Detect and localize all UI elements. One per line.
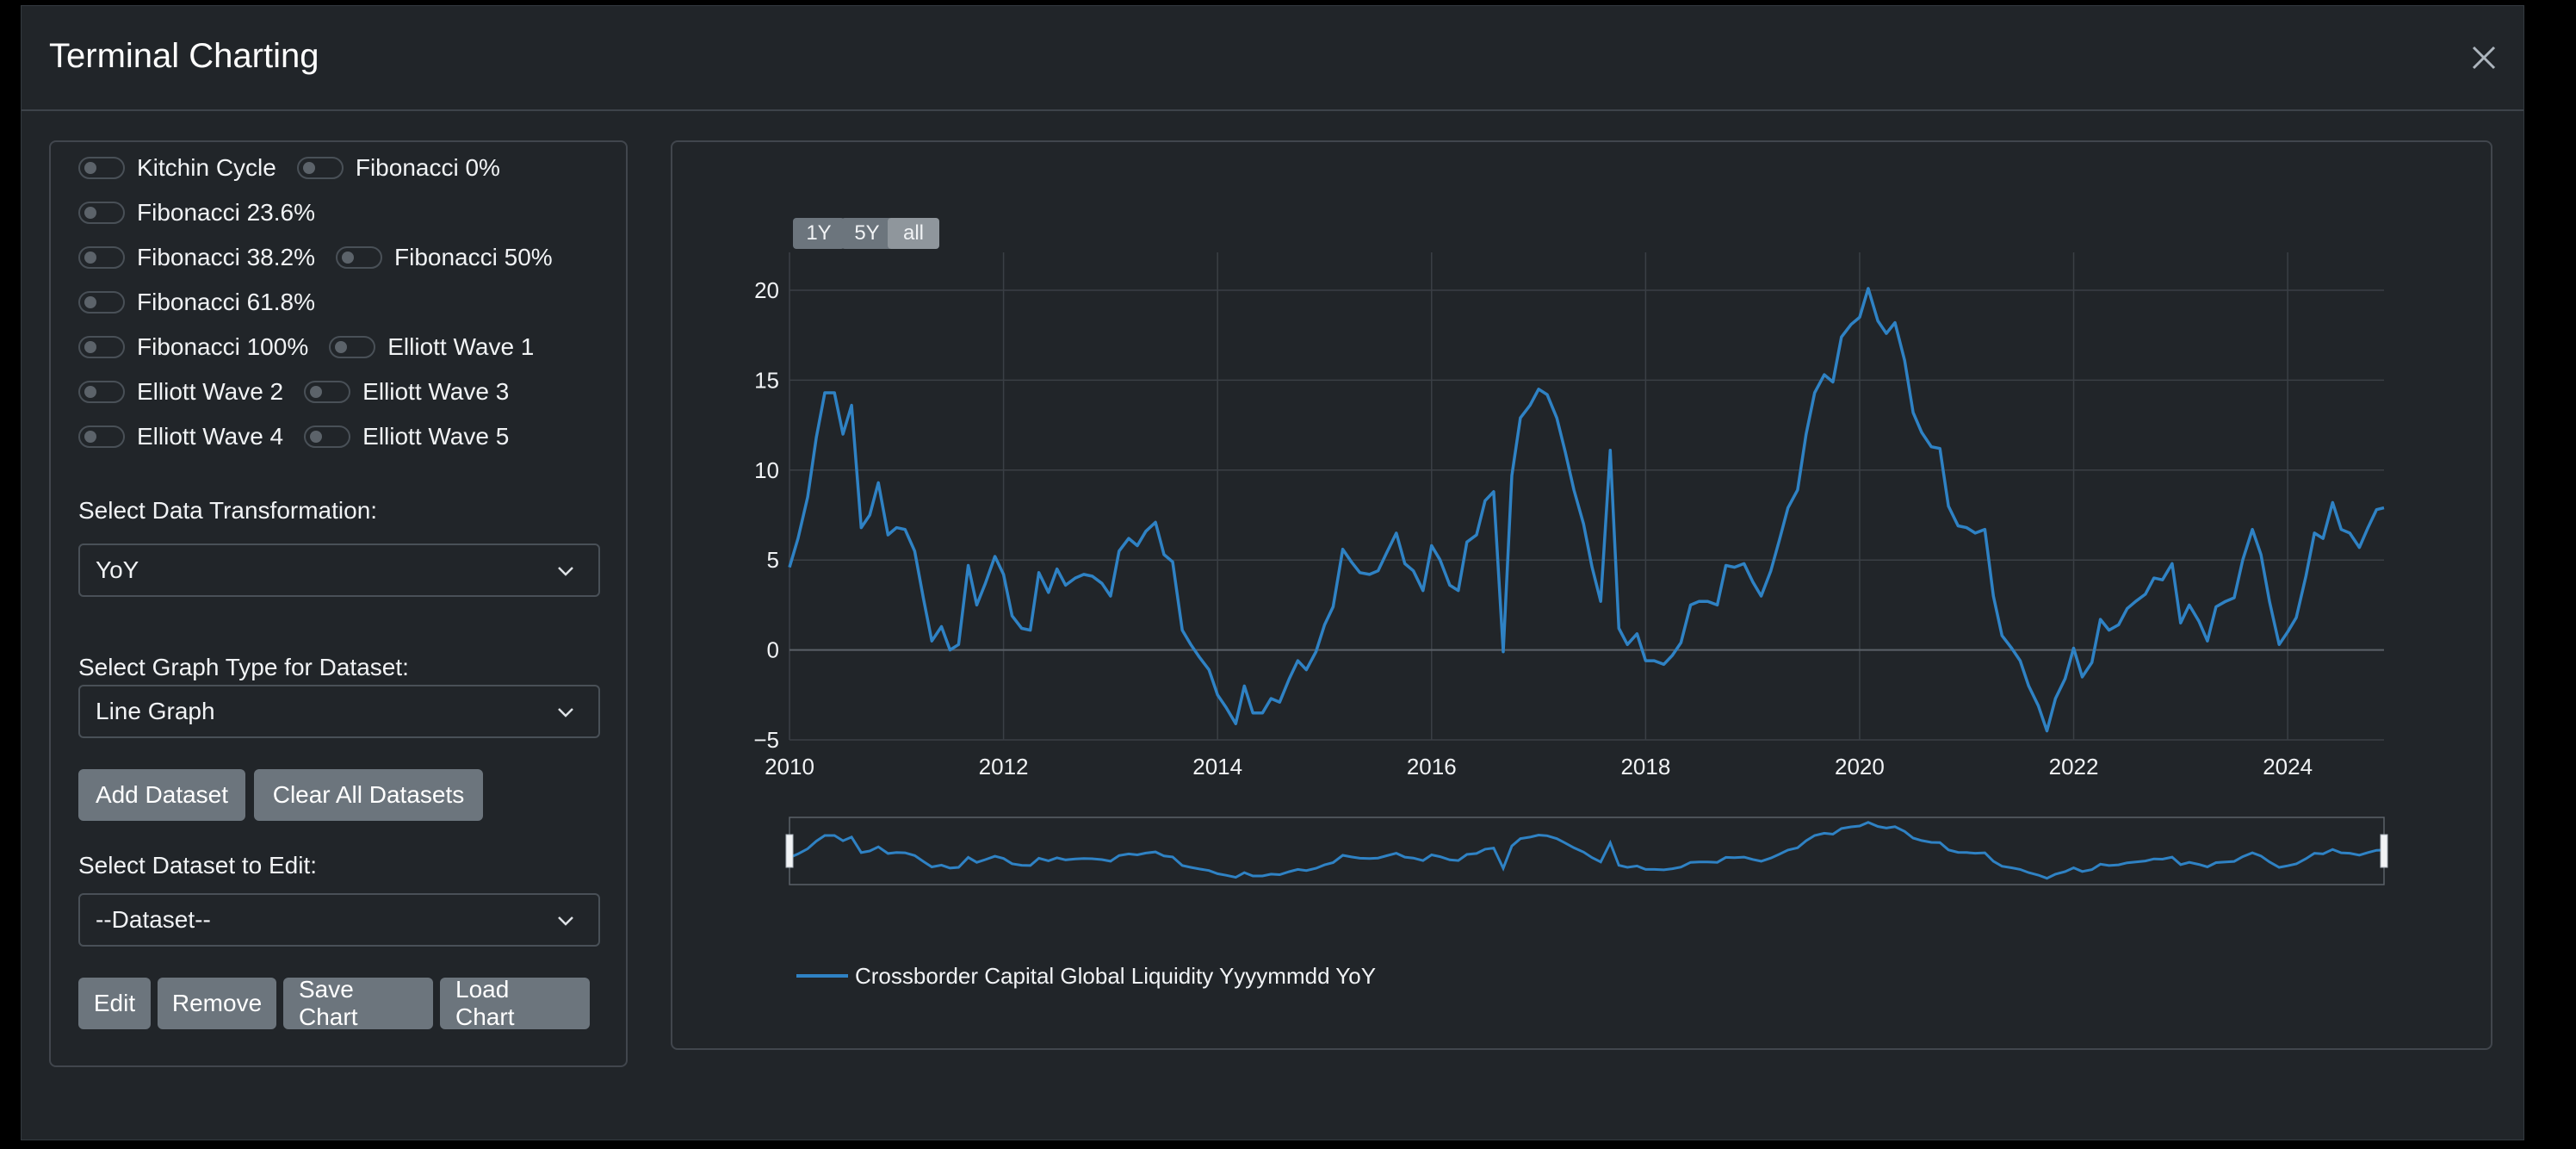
toggle-switch[interactable] bbox=[78, 336, 125, 358]
transformation-label: Select Data Transformation: bbox=[78, 497, 378, 524]
controls-panel: Kitchin Cycle Fibonacci 0% Fibonacci 23.… bbox=[49, 140, 628, 1067]
x-tick-label: 2016 bbox=[1407, 754, 1457, 779]
modal-title: Terminal Charting bbox=[49, 37, 319, 75]
clear-all-datasets-button[interactable]: Clear All Datasets bbox=[254, 769, 483, 821]
range-all-button[interactable]: all bbox=[888, 218, 939, 249]
x-tick-label: 2022 bbox=[2049, 754, 2099, 779]
edit-dataset-value: --Dataset-- bbox=[96, 906, 211, 933]
load-chart-button[interactable]: Load Chart bbox=[440, 976, 590, 1030]
graph-type-select[interactable]: Line Graph bbox=[78, 685, 600, 738]
chart-plot[interactable]: 2010 2012 2014 2016 2018 2020 2022 2024 20 15 10 5 0… bbox=[672, 142, 2491, 1048]
toggle-elliott-wave-2[interactable]: Elliott Wave 2 bbox=[78, 378, 283, 406]
toggle-label: Elliott Wave 3 bbox=[362, 378, 510, 405]
toggle-row-7: Elliott Wave 4 Elliott Wave 5 bbox=[78, 418, 529, 456]
toggle-label: Elliott Wave 4 bbox=[137, 423, 284, 450]
toggle-label: Fibonacci 38.2% bbox=[137, 244, 316, 270]
toggle-row-5: Fibonacci 100% Elliott Wave 1 bbox=[78, 328, 554, 366]
x-tick-label: 2018 bbox=[1620, 754, 1670, 779]
terminal-charting-modal: Terminal Charting Kitchin Cycle Fibonacc… bbox=[21, 5, 2524, 1140]
toggle-elliott-wave-3[interactable]: Elliott Wave 3 bbox=[304, 378, 509, 406]
toggle-switch[interactable] bbox=[304, 425, 351, 448]
toggle-row-6: Elliott Wave 2 Elliott Wave 3 bbox=[78, 373, 529, 411]
remove-button[interactable]: Remove bbox=[158, 978, 276, 1029]
range-slider bbox=[789, 817, 2385, 885]
chevron-down-icon bbox=[558, 708, 573, 717]
close-button[interactable] bbox=[2468, 42, 2499, 73]
range-5y-button[interactable]: 5Y bbox=[841, 218, 893, 249]
toggle-label: Fibonacci 0% bbox=[355, 154, 500, 181]
transformation-value: YoY bbox=[96, 556, 139, 583]
chevron-down-icon bbox=[558, 916, 573, 926]
toggle-switch[interactable] bbox=[78, 202, 125, 224]
y-tick-label: 20 bbox=[754, 277, 779, 303]
y-tick-label: 10 bbox=[754, 457, 779, 483]
toggle-row-2: Fibonacci 23.6% bbox=[78, 194, 336, 232]
range-1y-button[interactable]: 1Y bbox=[793, 218, 845, 249]
edit-dataset-label: Select Dataset to Edit: bbox=[78, 852, 318, 879]
toggle-switch[interactable] bbox=[336, 246, 383, 269]
toggle-elliott-wave-5[interactable]: Elliott Wave 5 bbox=[304, 423, 509, 450]
toggle-fibonacci-100[interactable]: Fibonacci 100% bbox=[78, 333, 308, 361]
toggle-switch[interactable] bbox=[78, 381, 125, 403]
toggle-label: Elliott Wave 1 bbox=[387, 333, 535, 360]
toggle-label: Fibonacci 23.6% bbox=[137, 199, 316, 226]
x-tick-label: 2024 bbox=[2263, 754, 2313, 779]
edit-dataset-select[interactable]: --Dataset-- bbox=[78, 893, 600, 947]
toggle-switch[interactable] bbox=[304, 381, 351, 403]
transformation-select[interactable]: YoY bbox=[78, 543, 600, 597]
toggle-fibonacci-61-8[interactable]: Fibonacci 61.8% bbox=[78, 289, 315, 316]
toggle-fibonacci-50[interactable]: Fibonacci 50% bbox=[336, 244, 553, 271]
toggle-row-1: Kitchin Cycle Fibonacci 0% bbox=[78, 149, 521, 187]
graph-type-value: Line Graph bbox=[96, 698, 215, 724]
modal-header: Terminal Charting bbox=[22, 6, 2523, 111]
toggle-row-3: Fibonacci 38.2% Fibonacci 50% bbox=[78, 239, 573, 276]
legend-label: Crossborder Capital Global Liquidity Yyy… bbox=[855, 963, 1376, 989]
toggle-switch[interactable] bbox=[329, 336, 376, 358]
toggle-switch[interactable] bbox=[296, 157, 344, 179]
toggle-kitchin-cycle[interactable]: Kitchin Cycle bbox=[78, 154, 276, 182]
y-tick-label: 15 bbox=[754, 367, 779, 393]
toggle-elliott-wave-1[interactable]: Elliott Wave 1 bbox=[329, 333, 534, 361]
chevron-down-icon bbox=[558, 567, 573, 576]
toggle-row-4: Fibonacci 61.8% bbox=[78, 283, 336, 321]
range-slider-right-handle bbox=[2380, 834, 2388, 868]
toggle-label: Fibonacci 61.8% bbox=[137, 289, 316, 315]
toggle-switch[interactable] bbox=[78, 246, 125, 269]
x-tick-label: 2014 bbox=[1192, 754, 1242, 779]
toggle-fibonacci-38-2[interactable]: Fibonacci 38.2% bbox=[78, 244, 315, 271]
graph-type-label: Select Graph Type for Dataset: bbox=[78, 654, 409, 680]
toggle-label: Fibonacci 50% bbox=[394, 244, 553, 270]
y-tick-label: 0 bbox=[767, 637, 779, 663]
toggle-label: Fibonacci 100% bbox=[137, 333, 309, 360]
toggle-switch[interactable] bbox=[78, 157, 125, 179]
edit-button[interactable]: Edit bbox=[78, 978, 151, 1029]
x-tick-label: 2020 bbox=[1835, 754, 1885, 779]
toggle-label: Kitchin Cycle bbox=[137, 154, 276, 181]
chart-panel: 2010 2012 2014 2016 2018 2020 2022 2024 20 15 10 5 0… bbox=[671, 140, 2492, 1050]
range-slider-left-handle bbox=[785, 834, 794, 868]
x-tick-label: 2010 bbox=[765, 754, 814, 779]
y-tick-label: 5 bbox=[767, 547, 779, 573]
toggle-switch[interactable] bbox=[78, 291, 125, 314]
toggle-fibonacci-0[interactable]: Fibonacci 0% bbox=[296, 154, 500, 182]
toggle-fibonacci-23-6[interactable]: Fibonacci 23.6% bbox=[78, 199, 315, 227]
x-tick-label: 2012 bbox=[979, 754, 1029, 779]
toggle-label: Elliott Wave 5 bbox=[362, 423, 510, 450]
save-chart-button[interactable]: Save Chart bbox=[283, 976, 433, 1030]
toggle-switch[interactable] bbox=[78, 425, 125, 448]
toggle-elliott-wave-4[interactable]: Elliott Wave 4 bbox=[78, 423, 283, 450]
toggle-label: Elliott Wave 2 bbox=[137, 378, 284, 405]
y-tick-label: −5 bbox=[753, 727, 779, 753]
range-slider-line bbox=[789, 821, 2385, 880]
series-line bbox=[788, 287, 2385, 733]
add-dataset-button[interactable]: Add Dataset bbox=[78, 769, 245, 821]
close-icon bbox=[2472, 46, 2496, 70]
